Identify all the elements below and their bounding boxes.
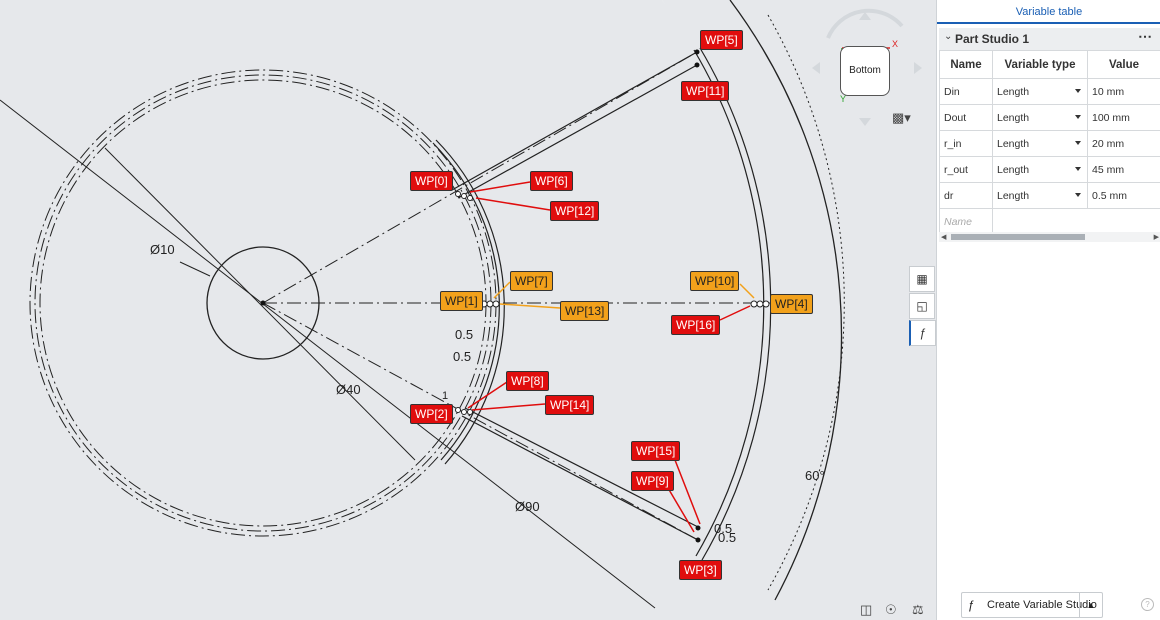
part-studio-header[interactable]: ⌄ Part Studio 1 ⋯ (939, 28, 1160, 50)
table-row[interactable]: Din Length 10 mm (939, 78, 1160, 105)
table-row[interactable]: r_in Length 20 mm (939, 130, 1160, 157)
variable-table-panel: Variable table ⌄ Part Studio 1 ⋯ Name Va… (936, 0, 1160, 620)
variable-name[interactable]: r_in (939, 130, 993, 157)
dropdown-arrow-icon (1075, 115, 1081, 119)
variable-type-select[interactable]: Length (992, 130, 1088, 157)
work-point-label[interactable]: WP[2] (410, 404, 453, 424)
dimension-d10[interactable]: Ø10 (150, 242, 175, 257)
variable-table: Name Variable type Value Din Length 10 m… (939, 50, 1160, 235)
variable-type-select[interactable]: Length (992, 156, 1088, 183)
create-variable-studio-button[interactable]: ƒ Create Variable Studio ▲ (961, 592, 1103, 618)
work-point-label[interactable]: WP[5] (700, 30, 743, 50)
scrollbar-thumb[interactable] (951, 234, 1085, 240)
column-header-value[interactable]: Value (1087, 50, 1160, 79)
help-icon[interactable]: ? (1141, 598, 1154, 611)
variable-studio-icon: ƒ (968, 598, 975, 612)
variable-type-label: Length (997, 189, 1030, 202)
variable-name[interactable]: dr (939, 182, 993, 209)
side-toolbar: ▦ ◱ ƒ (909, 266, 936, 347)
y-axis-label: Y (840, 94, 847, 104)
part-studio-name: Part Studio 1 (955, 32, 1030, 46)
measure-icon[interactable]: ⚖ (912, 602, 924, 617)
work-point-label[interactable]: WP[4] (770, 294, 813, 314)
dropdown-arrow-icon (1075, 193, 1081, 197)
parts-icon[interactable]: ◱ (909, 293, 935, 319)
work-point-label[interactable]: WP[9] (631, 471, 674, 491)
scroll-right-icon[interactable]: ▶ (1153, 234, 1159, 241)
variable-value[interactable]: 10 mm (1087, 78, 1160, 105)
dimension-d90[interactable]: Ø90 (515, 499, 540, 514)
work-point-label[interactable]: WP[7] (510, 271, 553, 291)
table-row[interactable]: dr Length 0.5 mm (939, 182, 1160, 209)
dimension-gap[interactable]: 0.5 (714, 521, 733, 536)
dome-icon[interactable]: ☉ (885, 602, 897, 617)
column-header-type[interactable]: Variable type (992, 50, 1088, 79)
dropdown-arrow-icon (1075, 141, 1081, 145)
variable-value[interactable]: 0.5 mm (1087, 182, 1160, 209)
dimension-d40[interactable]: Ø40 (336, 382, 361, 397)
variable-name[interactable]: r_out (939, 156, 993, 183)
variable-type-label: Length (997, 137, 1030, 150)
chevron-down-icon[interactable]: ⌄ (944, 31, 953, 42)
horizontal-scrollbar[interactable]: ◀ ▶ (939, 232, 1160, 242)
work-point-label[interactable]: WP[13] (560, 301, 610, 321)
more-options-icon[interactable]: ⋯ (1138, 28, 1153, 44)
work-point-label[interactable]: WP[14] (545, 395, 595, 415)
variable-value[interactable]: 20 mm (1087, 130, 1160, 157)
dropdown-arrow-icon (1075, 167, 1081, 171)
view-mode-icon[interactable]: ▩▾ (892, 110, 911, 125)
panel-footer: ƒ Create Variable Studio ▲ ? (936, 590, 1160, 620)
dimension-tick[interactable]: 1 (442, 390, 449, 402)
scroll-left-icon[interactable]: ◀ (941, 234, 947, 241)
create-variable-studio-label: Create Variable Studio (987, 599, 1097, 611)
sketch-drawing (0, 0, 936, 620)
work-point-label[interactable]: WP[3] (679, 560, 722, 580)
table-row[interactable]: Dout Length 100 mm (939, 104, 1160, 131)
column-header-name[interactable]: Name (939, 50, 993, 79)
dimension-gap[interactable]: 0.5 (453, 349, 472, 364)
work-point-label[interactable]: WP[16] (671, 315, 721, 335)
variable-type-label: Length (997, 163, 1030, 176)
variable-name[interactable]: Din (939, 78, 993, 105)
chevron-up-icon[interactable]: ▲ (1079, 593, 1102, 617)
work-point-label[interactable]: WP[0] (410, 171, 453, 191)
work-point-label[interactable]: WP[1] (440, 291, 483, 311)
dimension-gap[interactable]: 0.5 (455, 327, 474, 342)
dimension-gap[interactable]: 0.5 (718, 530, 737, 545)
table-row-new[interactable]: Name (939, 208, 1160, 235)
work-point-label[interactable]: WP[12] (550, 201, 600, 221)
work-point-label[interactable]: WP[6] (530, 171, 573, 191)
sketch-canvas[interactable]: Ø10 Ø40 Ø90 0.5 0.5 0.5 0.5 1 1 60° WP[0… (0, 0, 936, 620)
features-icon[interactable]: ▦ (909, 266, 935, 292)
work-point-label[interactable]: WP[8] (506, 371, 549, 391)
variable-name[interactable]: Dout (939, 104, 993, 131)
work-point-label[interactable]: WP[11] (681, 81, 730, 101)
panel-title[interactable]: Variable table (937, 0, 1160, 24)
variable-table-icon[interactable]: ƒ (909, 320, 936, 346)
dimension-angle[interactable]: 60° (805, 468, 825, 483)
work-point-label[interactable]: WP[15] (631, 441, 681, 461)
view-cube[interactable]: Bottom X Y (810, 8, 930, 128)
sketch-tool-icon[interactable]: ◫ (860, 602, 873, 617)
table-row[interactable]: r_out Length 45 mm (939, 156, 1160, 183)
variable-type-select[interactable]: Length (992, 182, 1088, 209)
variable-type-label: Length (997, 111, 1030, 124)
view-cube-face[interactable]: Bottom (840, 46, 890, 96)
work-point-label[interactable]: WP[10] (690, 271, 740, 291)
variable-type-select[interactable]: Length (992, 104, 1088, 131)
variable-value[interactable]: 100 mm (1087, 104, 1160, 131)
variable-type-select[interactable]: Length (992, 78, 1088, 105)
new-variable-name-input[interactable]: Name (939, 208, 993, 235)
variable-value[interactable]: 45 mm (1087, 156, 1160, 183)
dropdown-arrow-icon (1075, 89, 1081, 93)
x-axis-label: X (892, 39, 899, 49)
variable-type-label: Length (997, 85, 1030, 98)
